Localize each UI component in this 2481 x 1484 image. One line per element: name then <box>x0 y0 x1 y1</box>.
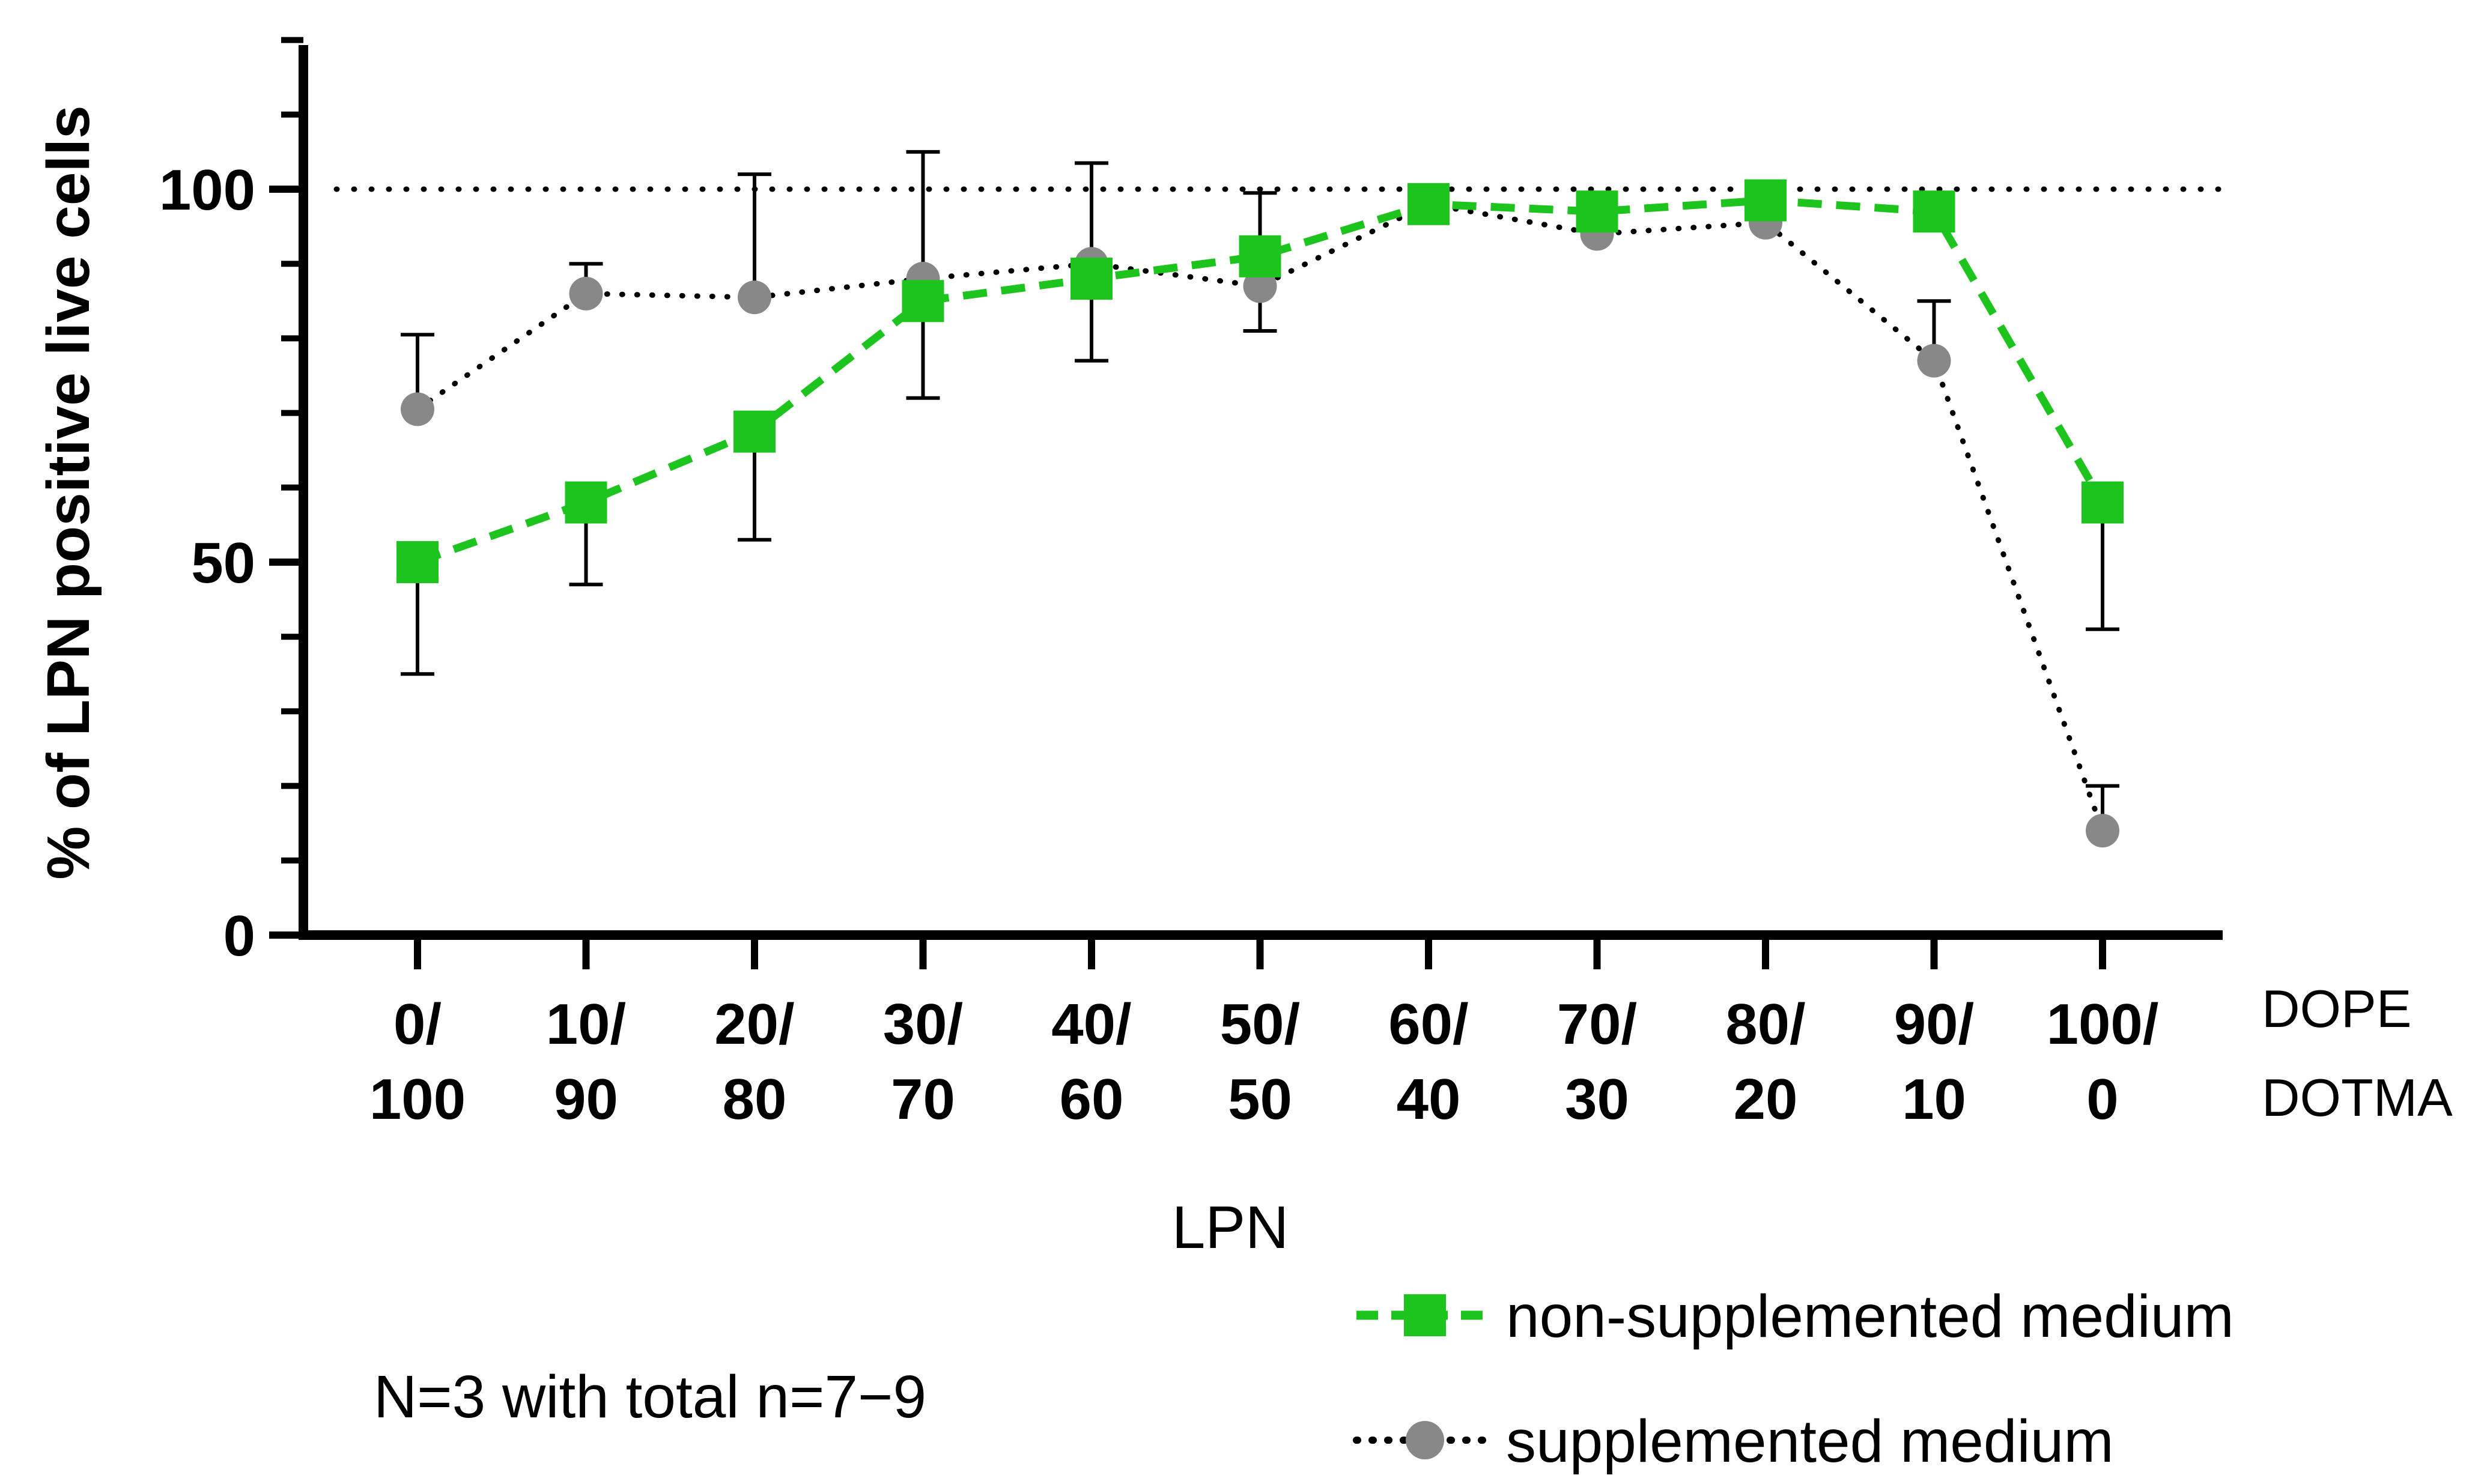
legend-item-supplemented: supplemented medium <box>1353 1408 2114 1475</box>
x-axis-label: LPN <box>1172 1194 1289 1261</box>
x-tick-label-bottom: 50 <box>1228 1067 1292 1131</box>
supplemented-point <box>401 392 434 426</box>
supplemented-point <box>2086 814 2119 848</box>
legend-label-supplemented: supplemented medium <box>1506 1408 2114 1475</box>
non-supplemented-point <box>733 410 776 453</box>
supplemented-point <box>1917 344 1951 378</box>
x-tick-label-top: 70/ <box>1557 992 1637 1056</box>
non-supplemented-point <box>565 481 607 524</box>
y-tick-label: 100 <box>159 158 255 222</box>
series-line-supplemented <box>415 201 2106 834</box>
x-tick-label-bottom: 70 <box>891 1067 955 1131</box>
x-tick-label-bottom: 90 <box>554 1067 618 1131</box>
non-supplemented-point <box>1913 190 1955 233</box>
x-tick-label-bottom: 40 <box>1397 1067 1461 1131</box>
x-tick-label-top: 40/ <box>1051 992 1131 1056</box>
legend-item-non-supplemented: non-supplemented medium <box>1356 1283 2234 1350</box>
x-tick-label-top: 20/ <box>714 992 794 1056</box>
composition-label-top: DOPE <box>2262 979 2411 1038</box>
non-supplemented-point <box>1070 258 1113 300</box>
non-supplemented-point <box>2082 481 2124 524</box>
x-tick-label-top: 30/ <box>883 992 963 1056</box>
x-tick-label-bottom: 60 <box>1060 1067 1124 1131</box>
supplemented-point <box>569 276 603 310</box>
y-axis-label: % of LPN positive live cells <box>35 105 102 879</box>
x-tick-label-top: 80/ <box>1725 992 1805 1056</box>
non-supplemented-point <box>1239 235 1281 277</box>
series-lines-group <box>415 196 2106 834</box>
x-ticks-group: 0/10010/9020/8030/7040/6050/5060/4070/30… <box>369 935 2159 1131</box>
markers-group <box>396 179 2124 848</box>
legend-square-marker <box>1404 1294 1446 1336</box>
supplemented-point <box>1243 269 1277 303</box>
sample-size-annotation: N=3 with total n=7−9 <box>374 1363 926 1431</box>
legend-label-non-supplemented: non-supplemented medium <box>1506 1283 2234 1350</box>
x-tick-label-top: 0/ <box>393 992 442 1056</box>
x-tick-label-bottom: 80 <box>723 1067 787 1131</box>
composition-label-bottom: DOTMA <box>2262 1068 2453 1127</box>
y-ticks-group: 0 50 100 <box>159 37 303 968</box>
legend: non-supplemented medium supplemented med… <box>1353 1283 2234 1475</box>
non-supplemented-point <box>396 541 439 583</box>
non-supplemented-point <box>1576 190 1618 233</box>
x-tick-label-bottom: 10 <box>1902 1067 1966 1131</box>
x-tick-label-bottom: 30 <box>1565 1067 1629 1131</box>
x-tick-label-bottom: 100 <box>369 1067 466 1131</box>
x-tick-label-top: 60/ <box>1388 992 1468 1056</box>
non-supplemented-point <box>1745 179 1787 222</box>
x-tick-label-top: 10/ <box>546 992 626 1056</box>
x-tick-label-top: 90/ <box>1894 992 1974 1056</box>
non-supplemented-point <box>1408 183 1450 225</box>
x-tick-label-bottom: 20 <box>1734 1067 1798 1131</box>
non-supplemented-point <box>902 280 944 323</box>
x-tick-label-top: 50/ <box>1220 992 1300 1056</box>
x-tick-label-bottom: 0 <box>2086 1067 2118 1131</box>
y-tick-label: 50 <box>191 531 255 595</box>
series-line-non-supplemented <box>416 196 2106 566</box>
supplemented-point <box>738 280 771 315</box>
x-tick-label-top: 100/ <box>2047 992 2159 1056</box>
y-tick-label: 0 <box>223 904 255 968</box>
legend-circle-marker <box>1406 1421 1444 1459</box>
